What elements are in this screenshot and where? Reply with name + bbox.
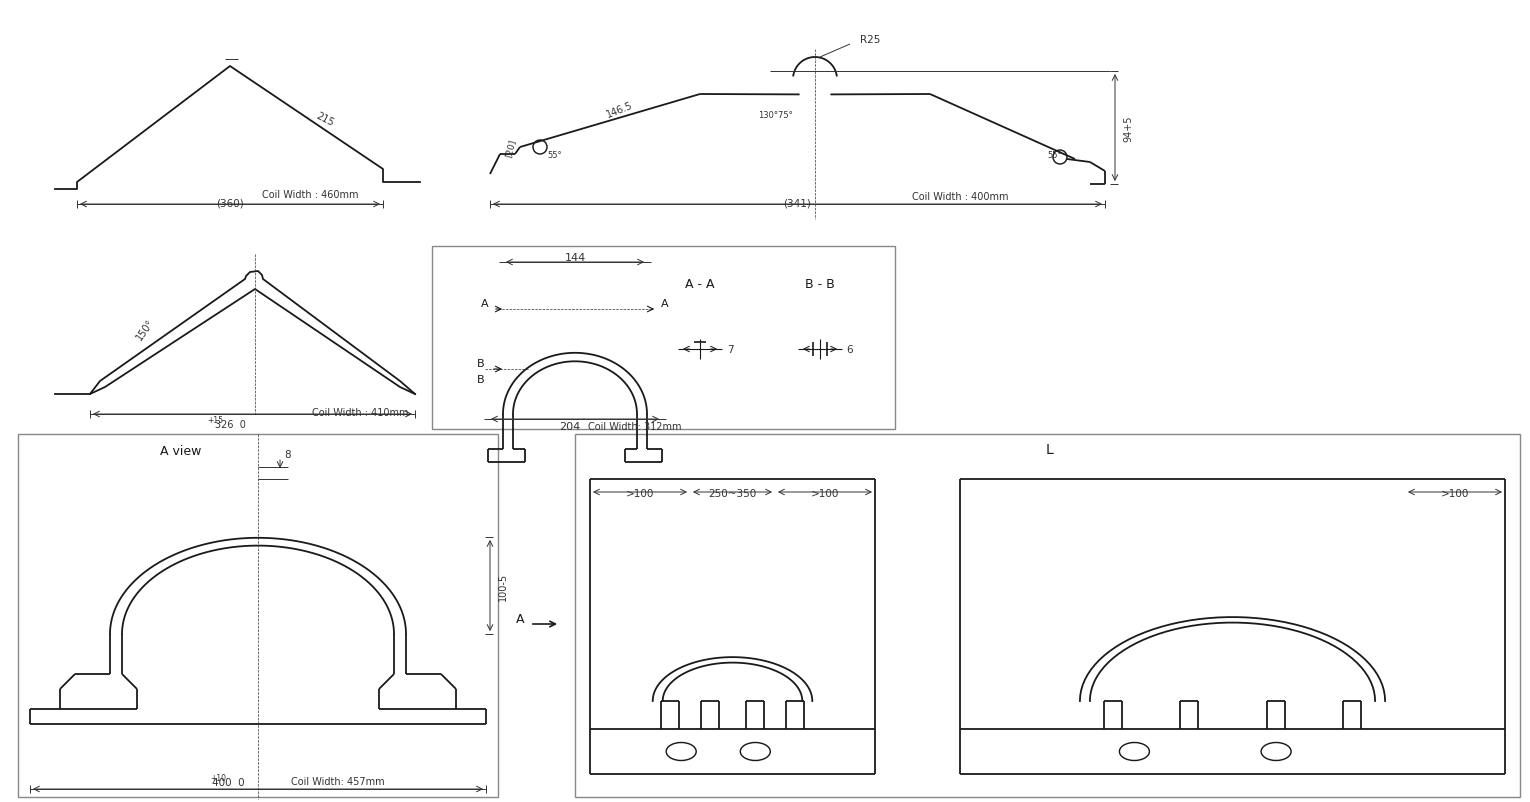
Text: 146.5: 146.5 bbox=[606, 100, 635, 119]
Text: 250~350: 250~350 bbox=[708, 488, 757, 498]
Text: A view: A view bbox=[161, 445, 202, 458]
Text: A: A bbox=[516, 613, 525, 626]
Text: +10: +10 bbox=[210, 774, 226, 783]
Text: Coil Width : 460mm: Coil Width : 460mm bbox=[262, 190, 358, 200]
Text: >100: >100 bbox=[1441, 488, 1469, 498]
Text: 215: 215 bbox=[315, 111, 335, 128]
Text: B: B bbox=[477, 358, 485, 369]
Text: 8: 8 bbox=[285, 449, 291, 460]
Text: 400  0: 400 0 bbox=[211, 777, 245, 787]
Text: B - B: B - B bbox=[805, 278, 835, 291]
Text: 100-5: 100-5 bbox=[497, 572, 508, 600]
Bar bbox=[575, 435, 1519, 797]
Text: Coil Width : 400mm: Coil Width : 400mm bbox=[912, 192, 1008, 202]
Text: Coil Width: 457mm: Coil Width: 457mm bbox=[291, 776, 386, 786]
Text: [20]: [20] bbox=[503, 138, 517, 158]
Text: (360): (360) bbox=[216, 199, 243, 209]
Text: 130°75°: 130°75° bbox=[757, 111, 793, 119]
Bar bbox=[18, 435, 497, 797]
Text: +15: +15 bbox=[207, 416, 223, 425]
Text: >100: >100 bbox=[811, 488, 838, 498]
Text: 150°: 150° bbox=[135, 318, 156, 342]
Text: 144: 144 bbox=[565, 253, 586, 263]
Text: R25: R25 bbox=[860, 35, 880, 45]
Text: (341): (341) bbox=[783, 199, 811, 209]
Text: 6: 6 bbox=[846, 345, 854, 354]
Text: Coil Width : 410mm: Coil Width : 410mm bbox=[312, 407, 409, 418]
Text: 204: 204 bbox=[560, 422, 580, 431]
Text: A - A: A - A bbox=[685, 278, 715, 291]
Text: 94+5: 94+5 bbox=[1123, 115, 1134, 142]
Text: 326  0: 326 0 bbox=[214, 419, 245, 429]
Text: L: L bbox=[1047, 443, 1054, 456]
Text: A: A bbox=[661, 298, 669, 309]
Text: 55°: 55° bbox=[548, 150, 563, 160]
Text: A: A bbox=[482, 298, 488, 309]
Text: 55°: 55° bbox=[1048, 150, 1062, 160]
Text: B: B bbox=[477, 375, 485, 384]
Text: Coil Width: 312mm: Coil Width: 312mm bbox=[588, 422, 682, 431]
Bar bbox=[431, 247, 895, 429]
Text: 7: 7 bbox=[727, 345, 733, 354]
Text: >100: >100 bbox=[626, 488, 655, 498]
